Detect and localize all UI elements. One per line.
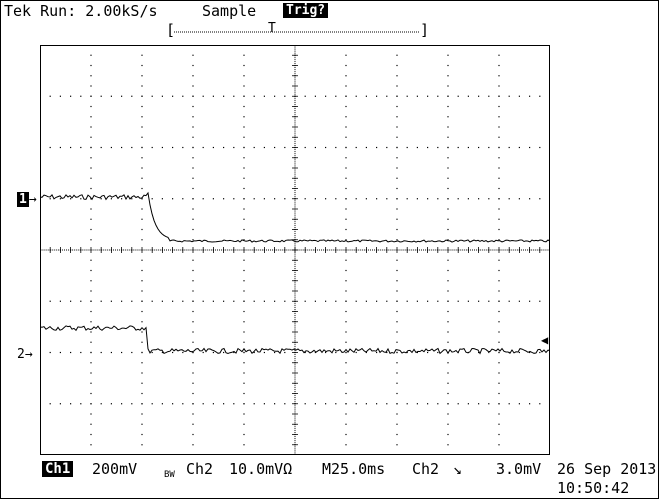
record-window-bar xyxy=(174,31,420,33)
record-window-right: ] xyxy=(420,21,430,39)
trigger-level-marker: ◀ xyxy=(541,333,549,347)
timestamp-date: 26 Sep 2013 xyxy=(557,460,657,478)
ch1-ground-marker: 1 → xyxy=(17,192,37,207)
timestamp: 26 Sep 2013 10:50:42 xyxy=(557,460,656,498)
trigger-source: Ch2 xyxy=(412,460,440,478)
trigger-slope-icon: ↘ xyxy=(453,460,463,478)
trigger-level: 3.0mV xyxy=(496,460,542,478)
ch2-label: Ch2 xyxy=(186,460,214,478)
ch1-waveform xyxy=(40,191,550,243)
timebase-setting: M25.0ms xyxy=(322,460,386,478)
ch1-scale: 200mV xyxy=(92,460,138,478)
graticule xyxy=(40,45,550,455)
trigger-status-badge: Trig? xyxy=(283,3,329,18)
ch1-label: Ch1 xyxy=(42,461,74,477)
ch2-scale: 10.0mVΩ xyxy=(229,460,293,478)
waveform-display xyxy=(40,45,550,455)
trigger-position-marker: T xyxy=(268,21,276,36)
acquisition-status: Tek Run: 2.00kS/s xyxy=(4,2,158,20)
record-window-left: [ xyxy=(166,21,176,39)
timestamp-time: 10:50:42 xyxy=(557,479,630,497)
ch2-ground-marker: 2→ xyxy=(17,347,33,362)
bandwidth-limit-indicator: BW xyxy=(164,470,175,480)
ch2-waveform xyxy=(40,325,550,355)
acquisition-mode: Sample xyxy=(202,2,257,20)
